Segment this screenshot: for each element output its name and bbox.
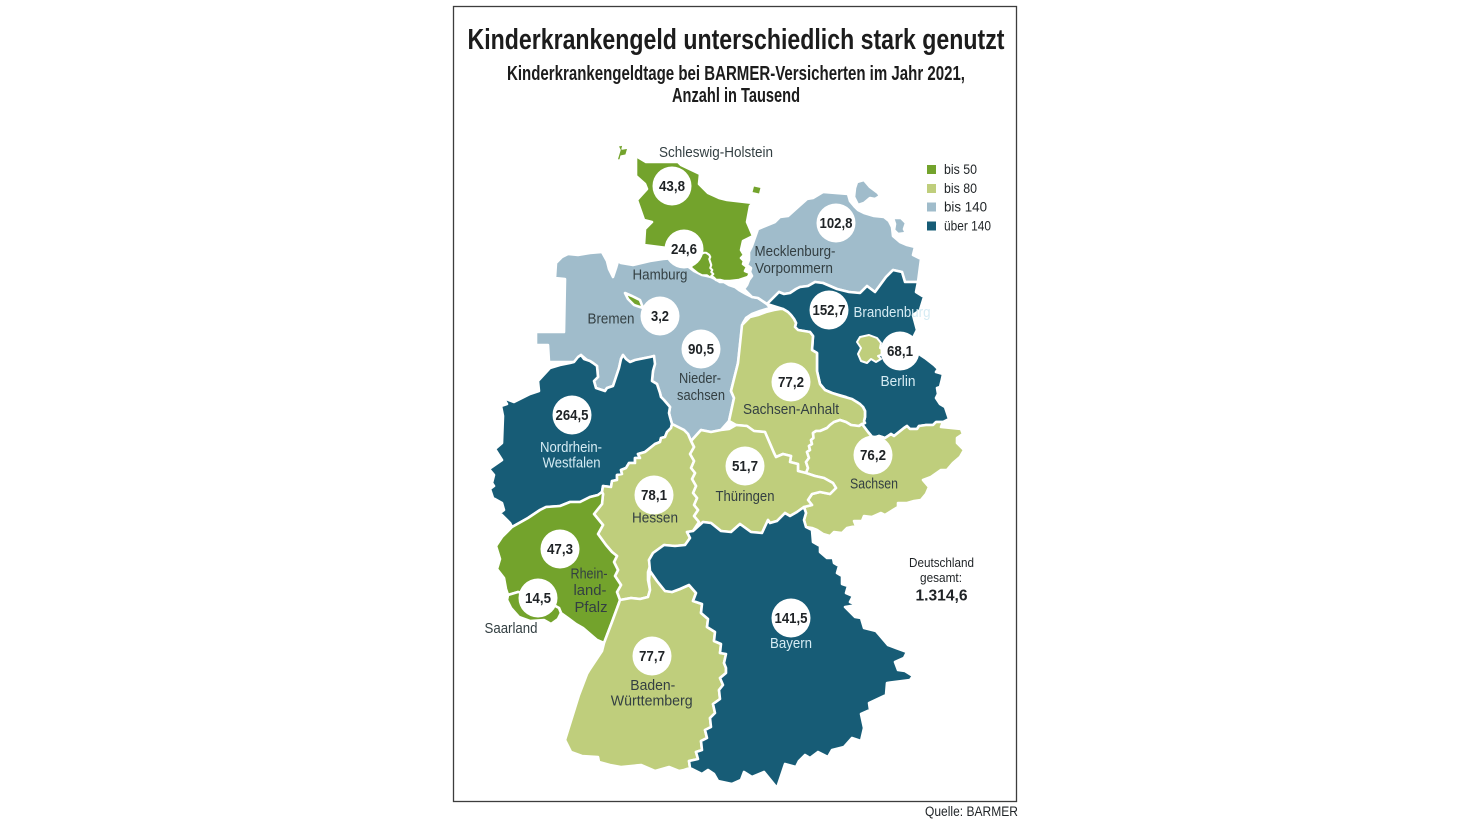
svg-text:über 140: über 140: [944, 218, 991, 234]
svg-text:68,1: 68,1: [887, 343, 913, 360]
svg-text:bis 140: bis 140: [944, 199, 987, 215]
svg-text:1.314,6: 1.314,6: [916, 588, 968, 605]
svg-text:Deutschland: Deutschland: [909, 556, 974, 570]
svg-text:Berlin: Berlin: [881, 373, 916, 390]
svg-text:Kinderkrankengeldtage bei BARM: Kinderkrankengeldtage bei BARMER-Versich…: [507, 62, 965, 85]
svg-text:47,3: 47,3: [547, 541, 573, 558]
svg-text:Hessen: Hessen: [632, 510, 678, 527]
svg-text:Pfalz: Pfalz: [575, 599, 608, 616]
svg-text:Brandenburg: Brandenburg: [854, 304, 931, 321]
svg-text:bis 80: bis 80: [944, 180, 977, 196]
svg-text:Quelle: BARMER: Quelle: BARMER: [925, 804, 1018, 819]
svg-text:Nordrhein-: Nordrhein-: [540, 439, 602, 456]
svg-text:Anzahl in Tausend: Anzahl in Tausend: [672, 84, 800, 107]
svg-text:77,7: 77,7: [639, 648, 665, 665]
svg-text:152,7: 152,7: [813, 302, 846, 319]
svg-text:76,2: 76,2: [860, 447, 886, 464]
svg-text:sachsen: sachsen: [677, 387, 725, 404]
svg-text:Schleswig-Holstein: Schleswig-Holstein: [659, 144, 773, 161]
svg-text:141,5: 141,5: [775, 610, 808, 627]
svg-text:14,5: 14,5: [525, 590, 551, 607]
svg-text:Württemberg: Württemberg: [611, 693, 693, 710]
svg-text:Sachsen-Anhalt: Sachsen-Anhalt: [743, 401, 840, 418]
svg-text:gesamt:: gesamt:: [920, 571, 962, 585]
svg-text:Vorpommern: Vorpommern: [755, 260, 833, 277]
svg-text:Nieder-: Nieder-: [679, 370, 721, 387]
svg-text:Bremen: Bremen: [588, 311, 635, 328]
svg-text:Baden-: Baden-: [630, 677, 675, 694]
svg-text:24,6: 24,6: [671, 241, 697, 258]
svg-text:Kinderkrankengeld unterschiedl: Kinderkrankengeld unterschiedlich stark …: [468, 24, 1005, 56]
svg-text:Saarland: Saarland: [485, 620, 538, 637]
svg-text:102,8: 102,8: [820, 215, 853, 232]
svg-text:Mecklenburg-: Mecklenburg-: [755, 243, 836, 260]
svg-text:bis 50: bis 50: [944, 161, 977, 177]
svg-text:90,5: 90,5: [688, 341, 714, 358]
svg-text:Bayern: Bayern: [770, 635, 812, 652]
svg-text:77,2: 77,2: [778, 374, 804, 391]
svg-text:Thüringen: Thüringen: [716, 488, 775, 505]
svg-text:43,8: 43,8: [659, 178, 685, 195]
svg-text:3,2: 3,2: [651, 308, 669, 325]
svg-text:264,5: 264,5: [556, 407, 589, 424]
svg-text:78,1: 78,1: [641, 487, 667, 504]
svg-text:51,7: 51,7: [732, 458, 758, 475]
svg-text:Rhein-: Rhein-: [571, 566, 608, 583]
svg-text:Westfalen: Westfalen: [543, 455, 601, 472]
svg-text:land-: land-: [574, 582, 607, 599]
svg-text:Hamburg: Hamburg: [633, 267, 688, 284]
svg-text:Sachsen: Sachsen: [850, 476, 898, 493]
